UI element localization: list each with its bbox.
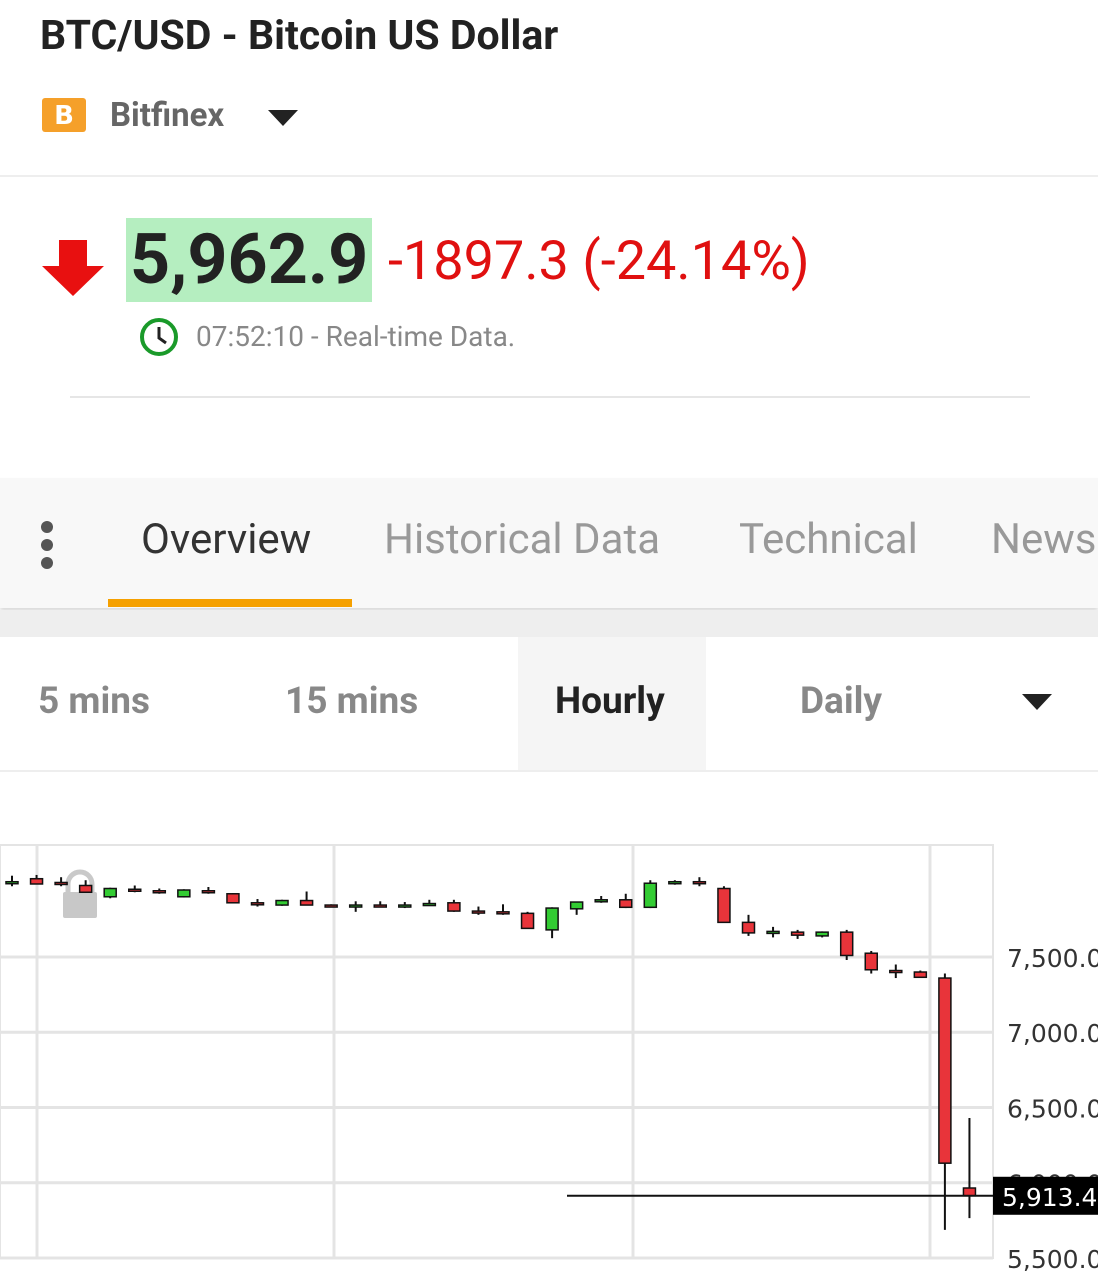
candle-body (103, 887, 117, 898)
candle-body (226, 893, 240, 904)
candle-body (422, 902, 437, 907)
candle-body (348, 904, 363, 908)
candle-body (545, 907, 559, 931)
candle-body (128, 888, 142, 892)
candle-body (373, 904, 387, 908)
candle-body (741, 921, 756, 934)
exchange-name[interactable]: Bitfinex (110, 96, 225, 135)
candle-body (177, 889, 191, 898)
candle-body (250, 902, 265, 906)
y-tick-label: 5,500.0 (1007, 1245, 1098, 1274)
timeframe[interactable]: Hourly (555, 680, 665, 723)
page-title: BTC/USD - Bitcoin US Dollar (40, 12, 559, 60)
exchange-dropdown[interactable] (268, 108, 300, 128)
candle-body (54, 881, 68, 886)
candle-body (78, 884, 93, 894)
down-arrow (42, 240, 104, 296)
timeframe[interactable]: Daily (800, 680, 883, 723)
candle-body (668, 880, 682, 885)
candle-body (790, 931, 805, 936)
tab[interactable]: Technical (739, 515, 918, 564)
candle-body (447, 902, 461, 912)
timeframe[interactable]: 5 mins (38, 680, 151, 723)
tab-bar (0, 478, 1098, 608)
candle-body (815, 931, 829, 937)
candle-body (938, 977, 952, 1164)
candle-body (913, 971, 928, 979)
candle-body (496, 911, 510, 915)
tab[interactable]: Overview (141, 515, 312, 564)
divider (70, 396, 1030, 398)
candle-body (520, 912, 535, 930)
timeframe[interactable]: 15 mins (285, 680, 419, 723)
menu-button[interactable] (36, 520, 58, 570)
y-tick-label: 6,500.0 (1007, 1094, 1098, 1123)
exchange-icon: B (42, 98, 86, 132)
active-timeframe-bg (518, 637, 706, 770)
candle-body (766, 930, 780, 935)
tab[interactable]: News (991, 515, 1097, 564)
candle-body (692, 880, 707, 885)
candle-body (619, 899, 633, 909)
candle-body (569, 901, 584, 910)
candle-body (962, 1187, 977, 1197)
candle-body (398, 904, 412, 908)
tab[interactable]: Historical Data (384, 515, 661, 564)
lock-icon (63, 869, 97, 918)
candle-body (864, 952, 878, 971)
candle-body (201, 890, 216, 894)
candle-body (839, 931, 854, 957)
candle-body (299, 899, 314, 906)
candle-body (275, 899, 289, 906)
candle-body (29, 877, 44, 885)
last-price: 5,962.9 (126, 218, 373, 302)
update-time: 07:52:10 - Real-time Data. (196, 320, 516, 353)
divider (0, 175, 1098, 177)
last-price-box (993, 1176, 1098, 1215)
last-price-label: 5,913.4 (1002, 1183, 1097, 1212)
divider (0, 770, 1098, 772)
candle-body (5, 880, 19, 885)
candlestick-chart: 5,500.06,000.06,500.07,000.07,500.05,913… (0, 844, 1098, 1274)
svg-text:B: B (54, 101, 74, 131)
timeframe-dropdown[interactable] (1022, 692, 1054, 712)
tab-indicator (108, 599, 352, 607)
candle-body (471, 910, 486, 914)
candle-body (717, 887, 731, 924)
y-tick-label: 7,500.0 (1007, 944, 1098, 973)
candle-body (889, 969, 903, 974)
candle-body (594, 899, 608, 903)
price-change: -1897.3 (-24.14%) (388, 230, 810, 293)
y-tick-label: 7,000.0 (1007, 1019, 1098, 1048)
candle-body (152, 890, 167, 894)
separator (0, 610, 1098, 637)
candle-body (324, 904, 338, 908)
candle-body (643, 882, 658, 909)
clock-icon (140, 318, 178, 356)
